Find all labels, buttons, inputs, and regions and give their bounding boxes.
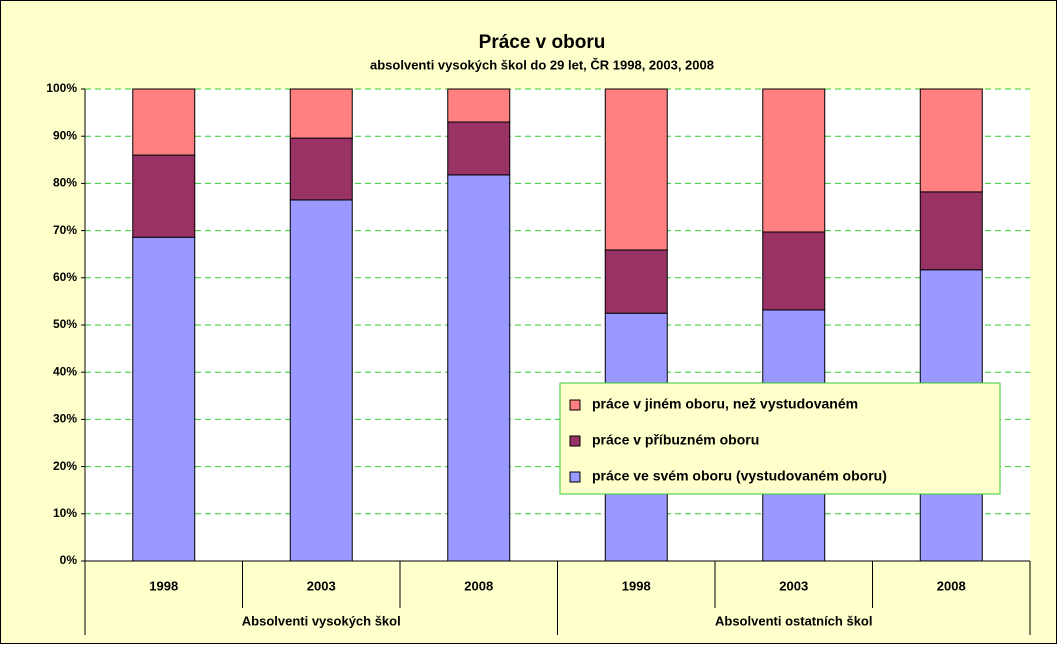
legend-swatch <box>569 471 581 483</box>
y-tick-label: 20% <box>53 459 77 473</box>
y-tick-label: 60% <box>53 270 77 284</box>
bar-segment <box>289 137 353 201</box>
y-tick-label: 70% <box>53 223 77 237</box>
legend-swatch <box>569 399 581 411</box>
bar-segment <box>447 88 511 123</box>
bar-segment <box>919 88 983 193</box>
bar-segment <box>919 191 983 271</box>
y-tick-label: 10% <box>53 506 77 520</box>
y-tick-label: 50% <box>53 317 77 331</box>
group-label: Absolventi vysokých škol <box>242 613 401 628</box>
bar-segment <box>132 88 196 156</box>
bar-segment <box>447 174 511 562</box>
chart-subtitle: absolventi vysokých škol do 29 let, ČR 1… <box>370 57 714 72</box>
legend-label: práce v jiném oboru, než vystudovaném <box>592 396 858 412</box>
bar-segment <box>132 154 196 238</box>
legend-swatch <box>569 435 581 447</box>
y-tick-label: 90% <box>53 128 77 142</box>
y-tick-label: 0% <box>60 553 78 567</box>
bar-segment <box>132 236 196 562</box>
y-tick-label: 80% <box>53 176 77 190</box>
bar-segment <box>762 231 826 311</box>
bar-segment <box>289 88 353 139</box>
x-tick-label: 2008 <box>464 578 493 593</box>
legend-label: práce v příbuzném oboru <box>592 432 759 448</box>
bar-segment <box>604 249 668 314</box>
chart-title: Práce v oboru <box>479 32 606 53</box>
legend: práce v jiném oboru, než vystudovaném prá… <box>559 382 1001 495</box>
bar-segment <box>604 88 668 251</box>
x-tick-label: 1998 <box>622 578 651 593</box>
bar-segment <box>447 121 511 176</box>
bar-segment <box>762 88 826 233</box>
y-tick-label: 30% <box>53 412 77 426</box>
y-tick-label: 100% <box>46 81 77 95</box>
bar-segment <box>289 199 353 562</box>
y-tick-label: 40% <box>53 364 77 378</box>
x-tick-label: 1998 <box>149 578 178 593</box>
legend-box <box>559 382 1001 495</box>
x-tick-label: 2003 <box>307 578 336 593</box>
legend-label: práce ve svém oboru (vystudovaném oboru) <box>592 468 887 484</box>
x-tick-label: 2003 <box>779 578 808 593</box>
group-label: Absolventi ostatních škol <box>715 613 872 628</box>
x-tick-label: 2008 <box>937 578 966 593</box>
